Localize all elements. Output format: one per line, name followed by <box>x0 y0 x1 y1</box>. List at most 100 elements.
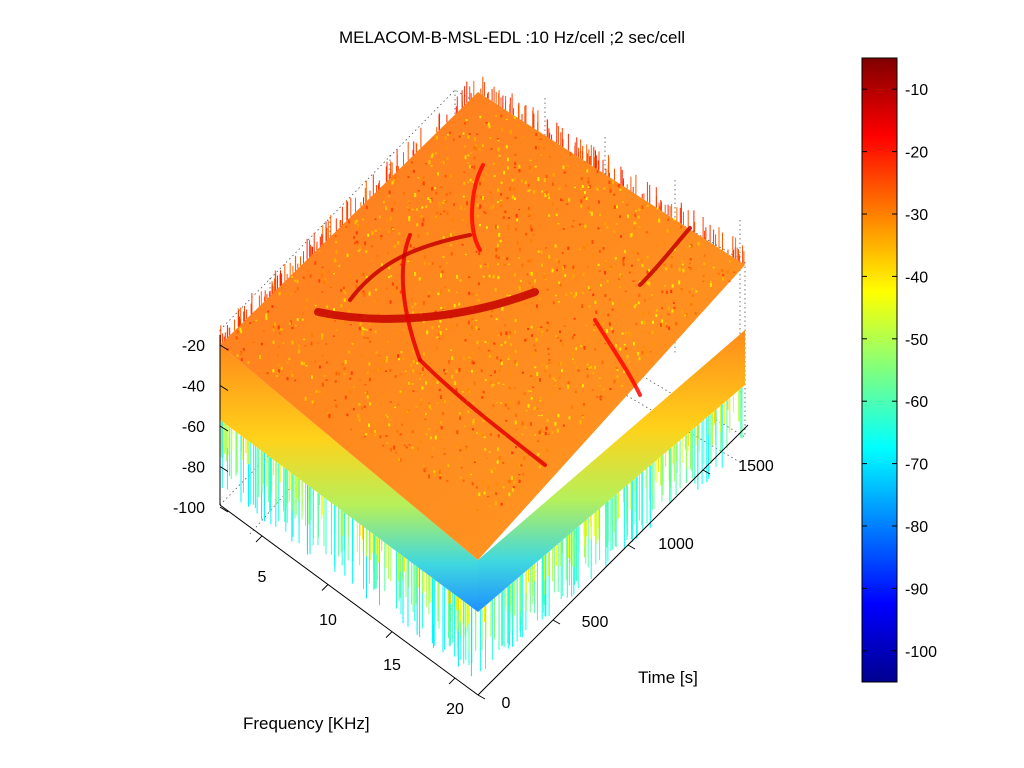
noise-cell <box>281 287 283 289</box>
noise-cell <box>461 391 464 393</box>
noise-cell <box>503 171 506 175</box>
noise-cell <box>350 428 353 431</box>
x-tick-label: 20 <box>446 701 464 718</box>
noise-cell <box>563 325 566 327</box>
noise-cell <box>513 480 516 485</box>
noise-cell <box>580 204 583 208</box>
noise-cell <box>608 298 611 301</box>
noise-cell <box>514 330 517 334</box>
noise-cell <box>399 263 402 266</box>
noise-cell <box>441 334 444 336</box>
noise-cell <box>516 218 519 222</box>
noise-cell <box>471 482 474 486</box>
noise-cell <box>694 312 697 316</box>
noise-cell <box>349 377 352 380</box>
signal-ridge <box>400 233 422 362</box>
noise-cell <box>358 243 361 247</box>
noise-cell <box>411 306 414 309</box>
noise-cell <box>400 373 403 375</box>
noise-cell <box>513 197 516 201</box>
noise-cell <box>318 391 321 394</box>
noise-cell <box>504 428 507 432</box>
noise-cell <box>544 431 547 436</box>
noise-cell <box>558 187 561 191</box>
noise-cell <box>358 326 361 331</box>
noise-cell <box>612 180 614 185</box>
noise-cell <box>252 341 255 343</box>
noise-cell <box>436 336 439 339</box>
noise-cell <box>463 425 466 428</box>
noise-cell <box>630 264 633 267</box>
noise-cell <box>587 177 590 180</box>
noise-cell <box>614 256 617 260</box>
noise-cell <box>489 206 492 210</box>
noise-cell <box>307 270 310 273</box>
noise-cell <box>541 433 544 435</box>
noise-cell <box>541 417 544 420</box>
noise-cell <box>510 343 513 346</box>
noise-cell <box>404 370 407 373</box>
noise-cell <box>614 361 616 364</box>
noise-cell <box>578 223 581 226</box>
noise-cell <box>416 447 419 451</box>
noise-cell <box>661 319 664 323</box>
noise-cell <box>436 172 439 176</box>
noise-cell <box>340 304 343 308</box>
noise-cell <box>465 119 468 121</box>
noise-cell <box>239 327 242 331</box>
noise-cell <box>519 279 522 283</box>
noise-cell <box>633 221 636 225</box>
noise-cell <box>681 263 684 266</box>
noise-cell <box>508 217 510 219</box>
noise-cell <box>429 199 432 203</box>
noise-cell <box>300 361 303 365</box>
noise-cell <box>382 396 385 398</box>
noise-cell <box>575 178 578 180</box>
noise-cell <box>594 300 597 304</box>
noise-cell <box>637 215 640 219</box>
noise-cell <box>504 323 507 327</box>
noise-cell <box>559 330 561 334</box>
noise-cell <box>520 179 523 183</box>
noise-cell <box>476 195 478 198</box>
noise-cell <box>482 196 485 200</box>
noise-cell <box>372 422 375 425</box>
noise-cell <box>534 434 537 436</box>
noise-cell <box>296 279 299 284</box>
noise-cell <box>306 298 309 302</box>
noise-cell <box>543 147 546 149</box>
noise-cell <box>609 265 612 269</box>
noise-cell <box>267 310 270 313</box>
noise-cell <box>527 402 530 406</box>
noise-cell <box>440 160 443 163</box>
noise-cell <box>311 333 314 338</box>
noise-cell <box>595 186 598 189</box>
noise-cell <box>514 318 517 323</box>
noise-cell <box>470 325 473 330</box>
noise-cell <box>485 226 488 229</box>
noise-cell <box>574 390 577 393</box>
noise-cell <box>443 310 446 312</box>
noise-cell <box>472 428 475 431</box>
noise-cell <box>689 267 692 271</box>
noise-cell <box>492 404 495 407</box>
noise-cell <box>412 369 415 373</box>
noise-cell <box>613 205 616 209</box>
noise-cell <box>505 331 508 335</box>
noise-cell <box>530 302 533 304</box>
noise-cell <box>332 373 335 375</box>
noise-cell <box>585 196 588 200</box>
noise-cell <box>416 223 419 227</box>
noise-cell <box>314 402 317 405</box>
noise-cell <box>438 201 441 206</box>
noise-cell <box>602 247 605 250</box>
noise-cell <box>435 191 438 195</box>
noise-cell <box>288 322 291 325</box>
noise-cell <box>490 469 493 473</box>
noise-cell <box>463 329 466 332</box>
chart-title: MELACOM-B-MSL-EDL :10 Hz/cell ;2 sec/cel… <box>338 28 686 47</box>
noise-cell <box>435 173 438 175</box>
noise-cell <box>399 392 402 396</box>
noise-cell <box>427 197 430 200</box>
noise-cell <box>388 276 391 279</box>
